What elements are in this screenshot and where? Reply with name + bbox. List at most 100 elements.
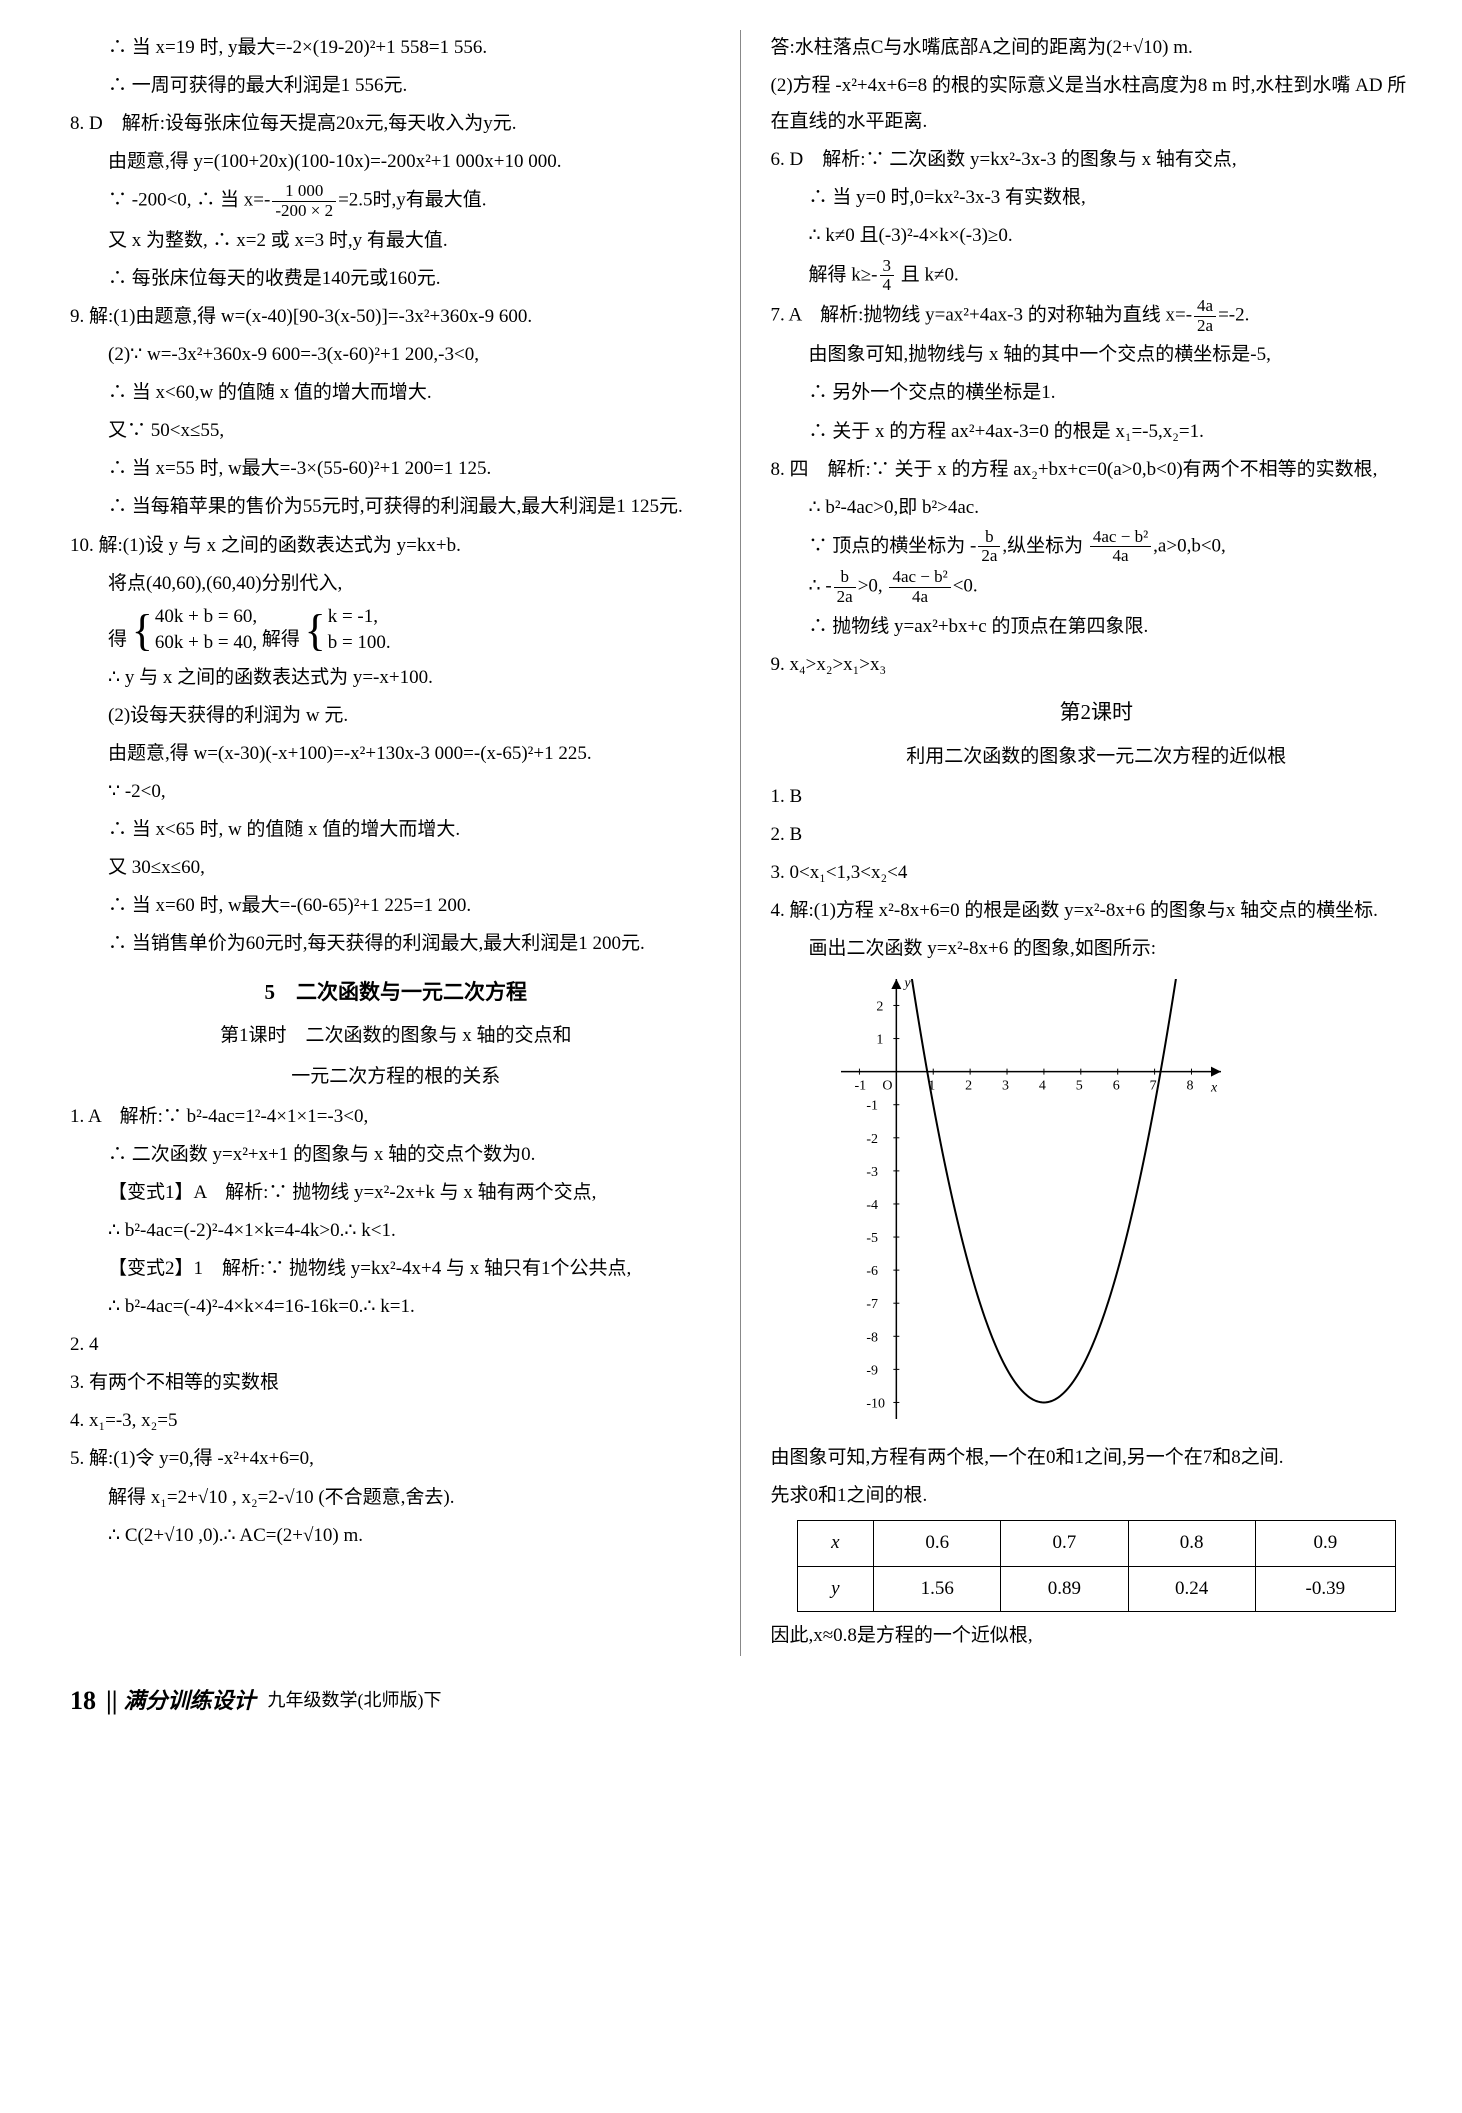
svg-text:-4: -4	[866, 1198, 878, 1213]
text-line: ∵ -2<0,	[70, 774, 722, 810]
text-line: ∴ 当 x=55 时, w最大=-3×(55-60)²+1 200=1 125.	[70, 451, 722, 487]
svg-text:-1: -1	[866, 1099, 878, 1114]
parabola-svg: -1O1234567821-1-2-3-4-5-6-7-8-9-10xy	[841, 979, 1221, 1419]
p3: 3. 0<x₁<1,3<x₂<4	[771, 855, 1423, 891]
svg-text:-7: -7	[866, 1297, 878, 1312]
q9: 9. 解:(1)由题意,得 w=(x-40)[90-3(x-50)]=-3x²+…	[70, 299, 722, 335]
q7: 7. A 解析:抛物线 y=ax²+4ax-3 的对称轴为直线 x=-4a2a=…	[771, 297, 1423, 335]
s2: 2. 4	[70, 1327, 722, 1363]
parabola-graph: -1O1234567821-1-2-3-4-5-6-7-8-9-10xy	[841, 979, 1423, 1432]
text-line: ∴ y 与 x 之间的函数表达式为 y=-x+100.	[70, 660, 722, 696]
svg-text:-10: -10	[866, 1397, 885, 1412]
text-line: 又 30≤x≤60,	[70, 850, 722, 886]
svg-text:-3: -3	[866, 1165, 878, 1180]
approximation-table: x 0.6 0.7 0.8 0.9 y 1.56 0.89 0.24 -0.39	[797, 1520, 1396, 1611]
svg-text:2: 2	[965, 1079, 972, 1094]
text-line: 由图象可知,方程有两个根,一个在0和1之间,另一个在7和8之间.	[771, 1440, 1423, 1476]
text-line: 因此,x≈0.8是方程的一个近似根,	[771, 1618, 1423, 1654]
section-title: 5 二次函数与一元二次方程	[70, 973, 722, 1013]
text-line: (2)∵ w=-3x²+360x-9 600=-3(x-60)²+1 200,-…	[70, 337, 722, 373]
variant: 【变式2】1 解析:∵ 抛物线 y=kx²-4x+4 与 x 轴只有1个公共点,	[70, 1251, 722, 1287]
text-line: ∴ 当 x<65 时, w 的值随 x 值的增大而增大.	[70, 812, 722, 848]
table-row: x 0.6 0.7 0.8 0.9	[797, 1521, 1395, 1566]
footer-sub: 九年级数学(北师版)下	[267, 1683, 441, 1717]
text-line: 将点(40,60),(60,40)分别代入,	[70, 566, 722, 602]
svg-text:3: 3	[1002, 1079, 1009, 1094]
s5: 5. 解:(1)令 y=0,得 -x²+4x+6=0,	[70, 1441, 722, 1477]
left-column: ∴ 当 x=19 时, y最大=-2×(19-20)²+1 558=1 556.…	[70, 30, 741, 1656]
page-footer: 18 || 满分训练设计 九年级数学(北师版)下	[70, 1676, 1422, 1725]
q9r: 9. x₄>x₂>x₁>x₃	[771, 647, 1423, 683]
text-line: (2)方程 -x²+4x+6=8 的根的实际意义是当水柱高度为8 m 时,水柱到…	[771, 68, 1423, 140]
text-line: ∴ b²-4ac=(-4)²-4×k×4=16-16k=0.∴ k=1.	[70, 1289, 722, 1325]
variant: 【变式1】A 解析:∵ 抛物线 y=x²-2x+k 与 x 轴有两个交点,	[70, 1175, 722, 1211]
svg-text:-6: -6	[866, 1264, 878, 1279]
text-line: 由题意,得 y=(100+20x)(100-10x)=-200x²+1 000x…	[70, 144, 722, 180]
svg-text:6: 6	[1112, 1079, 1119, 1094]
text-line: ∴ 另外一个交点的横坐标是1.	[771, 375, 1423, 411]
equation-system: 得 {40k + b = 60,60k + b = 40, 解得 {k = -1…	[70, 604, 722, 658]
fraction: 1 000-200 × 2	[272, 182, 336, 220]
text-line: ∴ b²-4ac=(-2)²-4×1×k=4-4k>0.∴ k<1.	[70, 1213, 722, 1249]
text-line: ∴ C(2+√10 ,0).∴ AC=(2+√10) m.	[70, 1518, 722, 1554]
svg-text:4: 4	[1038, 1079, 1045, 1094]
text-line: 又∵ 50<x≤55,	[70, 413, 722, 449]
footer-bar: ||	[106, 1676, 117, 1725]
s1: 1. A 解析:∵ b²-4ac=1²-4×1×1=-3<0,	[70, 1099, 722, 1135]
text-line: ∴ k≠0 且(-3)²-4×k×(-3)≥0.	[771, 218, 1423, 254]
svg-text:-8: -8	[866, 1330, 878, 1345]
text-line: ∴ 当 x=60 时, w最大=-(60-65)²+1 225=1 200.	[70, 888, 722, 924]
s4: 4. x₁=-3, x₂=5	[70, 1403, 722, 1439]
q6: 6. D 解析:∵ 二次函数 y=kx²-3x-3 的图象与 x 轴有交点,	[771, 142, 1423, 178]
svg-text:5: 5	[1075, 1079, 1082, 1094]
q8r: 8. 四 解析:∵ 关于 x 的方程 ax₂+bx+c=0(a>0,b<0)有两…	[771, 452, 1423, 488]
svg-text:-5: -5	[866, 1231, 878, 1246]
text-line: 由图象可知,抛物线与 x 轴的其中一个交点的横坐标是-5,	[771, 337, 1423, 373]
svg-text:8: 8	[1186, 1079, 1193, 1094]
svg-text:-1: -1	[854, 1079, 866, 1094]
text-line: ∴ 当销售单价为60元时,每天获得的利润最大,最大利润是1 200元.	[70, 926, 722, 962]
text-line: ∴ 当 x<60,w 的值随 x 值的增大而增大.	[70, 375, 722, 411]
subsection-title: 第1课时 二次函数的图象与 x 轴的交点和	[70, 1018, 722, 1054]
text-line: 解得 x₁=2+√10 , x₂=2-√10 (不合题意,舍去).	[70, 1480, 722, 1516]
text-line: 又 x 为整数, ∴ x=2 或 x=3 时,y 有最大值.	[70, 223, 722, 259]
text: =2.5时,y有最大值.	[338, 190, 486, 211]
svg-text:7: 7	[1149, 1079, 1156, 1094]
text-line: ∴ 当每箱苹果的售价为55元时,可获得的利润最大,最大利润是1 125元.	[70, 489, 722, 525]
svg-text:x: x	[1210, 1081, 1218, 1096]
text-line: 画出二次函数 y=x²-8x+6 的图象,如图所示:	[771, 931, 1423, 967]
footer-title: 满分训练设计	[123, 1680, 255, 1722]
right-column: 答:水柱落点C与水嘴底部A之间的距离为(2+√10) m. (2)方程 -x²+…	[761, 30, 1423, 1656]
text-line: ∴ 每张床位每天的收费是140元或160元.	[70, 261, 722, 297]
p1: 1. B	[771, 779, 1423, 815]
text-line: ∴ -b2a>0, 4ac − b²4a<0.	[771, 568, 1423, 606]
lesson-subtitle: 利用二次函数的图象求一元二次方程的近似根	[771, 739, 1423, 775]
text-line: 解得 k≥-34 且 k≠0.	[771, 257, 1423, 295]
subsection-title: 一元二次方程的根的关系	[70, 1059, 722, 1095]
text-line: ∴ 当 y=0 时,0=kx²-3x-3 有实数根,	[771, 180, 1423, 216]
svg-text:2: 2	[876, 1000, 883, 1015]
text: 得	[108, 629, 127, 650]
q8: 8. D 解析:设每张床位每天提高20x元,每天收入为y元.	[70, 106, 722, 142]
text: 解得	[262, 629, 300, 650]
lesson-title: 第2课时	[771, 693, 1423, 733]
p4: 4. 解:(1)方程 x²-8x+6=0 的根是函数 y=x²-8x+6 的图象…	[771, 893, 1423, 929]
text-line: ∴ 关于 x 的方程 ax²+4ax-3=0 的根是 x₁=-5,x₂=1.	[771, 414, 1423, 450]
page-number: 18	[70, 1676, 96, 1725]
q10: 10. 解:(1)设 y 与 x 之间的函数表达式为 y=kx+b.	[70, 528, 722, 564]
text-line: ∵ -200<0, ∴ 当 x=-1 000-200 × 2=2.5时,y有最大…	[70, 182, 722, 220]
svg-text:y: y	[902, 979, 911, 991]
text-line: ∵ 顶点的横坐标为 -b2a,纵坐标为 4ac − b²4a,a>0,b<0,	[771, 528, 1423, 566]
text-line: ∴ b²-4ac>0,即 b²>4ac.	[771, 490, 1423, 526]
text-line: ∴ 当 x=19 时, y最大=-2×(19-20)²+1 558=1 556.	[70, 30, 722, 66]
s3: 3. 有两个不相等的实数根	[70, 1365, 722, 1401]
svg-text:O: O	[882, 1079, 892, 1094]
table-row: y 1.56 0.89 0.24 -0.39	[797, 1566, 1395, 1611]
text-line: (2)设每天获得的利润为 w 元.	[70, 698, 722, 734]
p2: 2. B	[771, 817, 1423, 853]
text-line: 答:水柱落点C与水嘴底部A之间的距离为(2+√10) m.	[771, 30, 1423, 66]
text-line: 先求0和1之间的根.	[771, 1478, 1423, 1514]
text-line: ∴ 二次函数 y=x²+x+1 的图象与 x 轴的交点个数为0.	[70, 1137, 722, 1173]
text: ∵ -200<0, ∴ 当 x=-	[108, 190, 270, 211]
svg-text:-2: -2	[866, 1132, 878, 1147]
